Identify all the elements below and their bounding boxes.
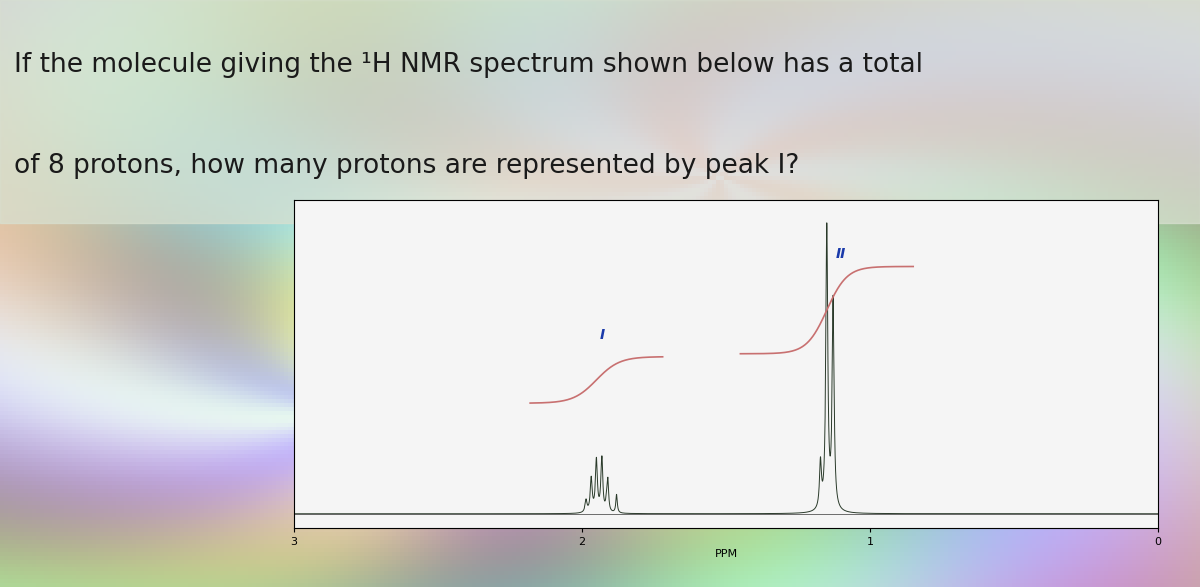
X-axis label: PPM: PPM (714, 549, 738, 559)
Bar (0, 0, 1200, 223)
Text: If the molecule giving the ¹H NMR spectrum shown below has a total: If the molecule giving the ¹H NMR spectr… (14, 52, 924, 77)
Text: I: I (600, 328, 605, 342)
Text: of 8 protons, how many protons are represented by peak I?: of 8 protons, how many protons are repre… (14, 153, 799, 178)
Text: II: II (836, 247, 846, 261)
